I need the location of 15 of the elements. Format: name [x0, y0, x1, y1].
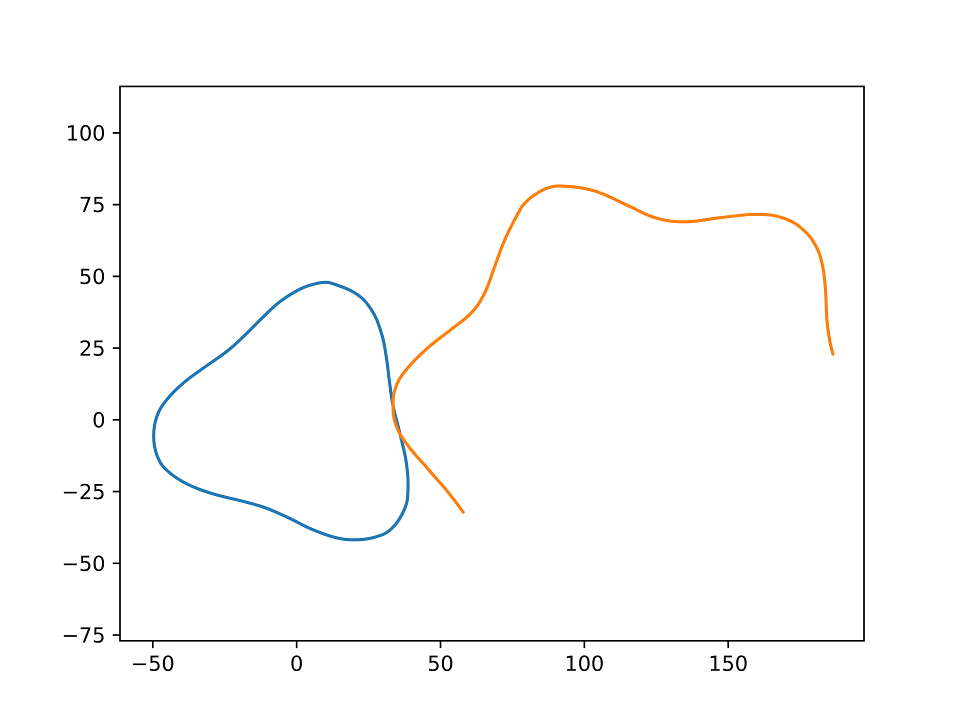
- y-tick-label: −25: [64, 484, 104, 500]
- y-tick-label: 50: [80, 268, 104, 284]
- y-tick-label: −50: [64, 555, 104, 572]
- y-tick-label: 25: [80, 340, 104, 356]
- y-tick-label: −75: [64, 627, 104, 643]
- y-tick-label: 0: [94, 412, 104, 428]
- y-tick-label: 75: [80, 196, 104, 212]
- x-tick-label: 0: [291, 655, 302, 672]
- y-tick-label: 100: [68, 125, 104, 141]
- x-tick-label: 100: [566, 655, 603, 672]
- x-tick-label: 150: [710, 655, 747, 672]
- x-tick-label: −50: [133, 655, 174, 672]
- line-series: [391, 184, 835, 514]
- line-series: [152, 280, 410, 542]
- x-tick-label: 50: [428, 655, 452, 672]
